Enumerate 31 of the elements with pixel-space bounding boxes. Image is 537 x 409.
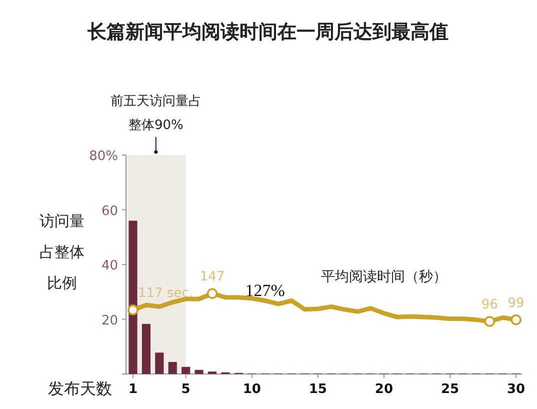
bar [168,362,177,374]
x-tick-label: 20 [374,382,394,397]
x-tick-label: 25 [440,382,460,397]
bar [182,366,190,374]
x-tick-label: 1 [128,382,138,397]
y-tick-label: 80% [89,149,118,164]
data-label: 96 [481,297,498,312]
point [484,316,496,327]
band-label: 前五天访问量占整体90% [110,93,202,133]
data-label: 117 sec. [138,286,193,301]
point [128,304,138,316]
x-tick-label: 30 [507,382,526,397]
data-label: 147 [200,270,225,285]
y-tick-label: 40 [101,258,118,274]
point [510,314,522,326]
x-tick-label: 10 [242,382,261,397]
y-tick-label: 60 [101,204,118,219]
x-tick-label: 15 [308,382,327,397]
y-axis-title: 访问量占整体比例 [40,212,84,292]
annotation: 127% [245,280,285,300]
point [206,288,218,299]
y-tick-label: 20 [101,313,118,328]
chart-title: 长篇新闻平均阅读时间在一周后达到最高值 [86,21,448,43]
bar [128,220,138,374]
bar [194,370,204,374]
x-axis-title: 发布天数 [48,379,112,398]
bar [155,352,164,374]
x-tick-label: 5 [181,382,190,397]
bar [142,324,151,374]
data-label: 99 [508,296,524,311]
series-label: 平均阅读时间（秒） [320,269,447,286]
